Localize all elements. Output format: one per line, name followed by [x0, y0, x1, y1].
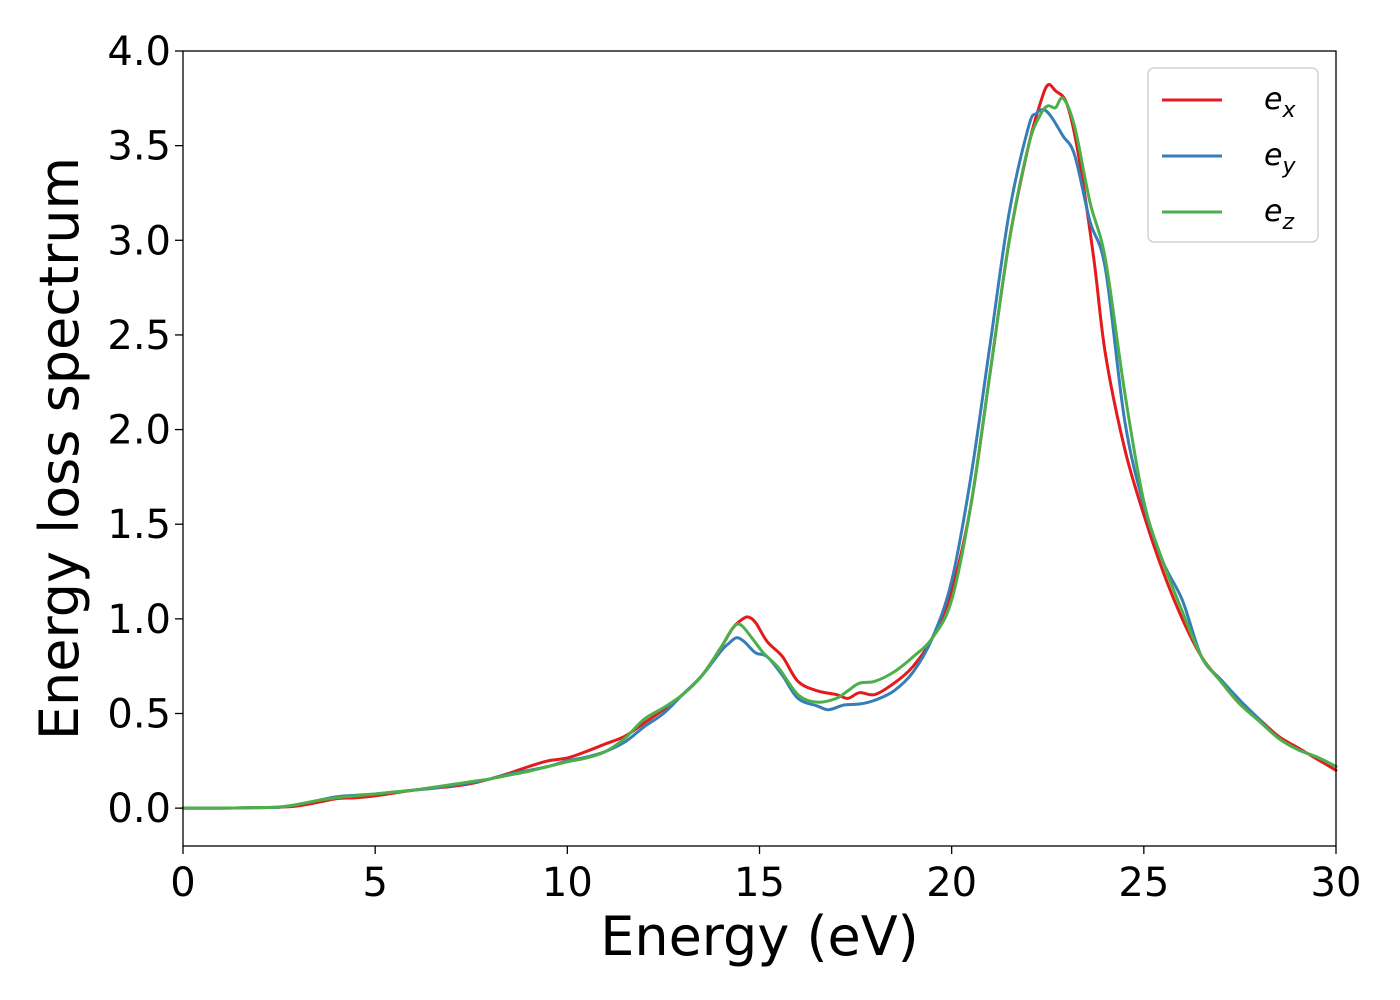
x-tick-label: 20 [926, 860, 977, 906]
x-tick-label: 0 [170, 860, 195, 906]
ticks-layer: 0 5 10 15 20 25 30 0.0 0.5 1.0 1.5 2.0 2.5 3.0 3.5 4.0 [107, 29, 1361, 906]
x-tick-label: 15 [734, 860, 785, 906]
legend: ex ey ez [1147, 67, 1319, 243]
legend-label-y: ey [1264, 138, 1296, 179]
x-axis-label: Energy (eV) [600, 905, 919, 968]
y-axis-label: Energy loss spectrum [28, 157, 91, 740]
y-tick-label: 3.5 [107, 124, 171, 170]
y-tick-label: 0.5 [107, 692, 171, 738]
legend-label-z: ez [1264, 194, 1294, 235]
y-tick-label: 3.0 [107, 218, 171, 264]
legend-box [1147, 67, 1319, 243]
y-tick-label: 4.0 [107, 29, 171, 75]
x-tick-label: 10 [542, 860, 593, 906]
x-tick-label: 30 [1311, 860, 1362, 906]
x-tick-label: 5 [362, 860, 387, 906]
series-layer [181, 83, 1338, 810]
y-tick-label: 0.0 [107, 786, 171, 832]
legend-label-x: ex [1264, 82, 1296, 123]
series-line-z [181, 96, 1338, 810]
x-tick-label: 25 [1118, 860, 1169, 906]
y-tick-label: 2.5 [107, 313, 171, 359]
y-tick-label: 1.5 [107, 502, 171, 548]
y-tick-label: 1.0 [107, 597, 171, 643]
y-tick-label: 2.0 [107, 408, 171, 454]
